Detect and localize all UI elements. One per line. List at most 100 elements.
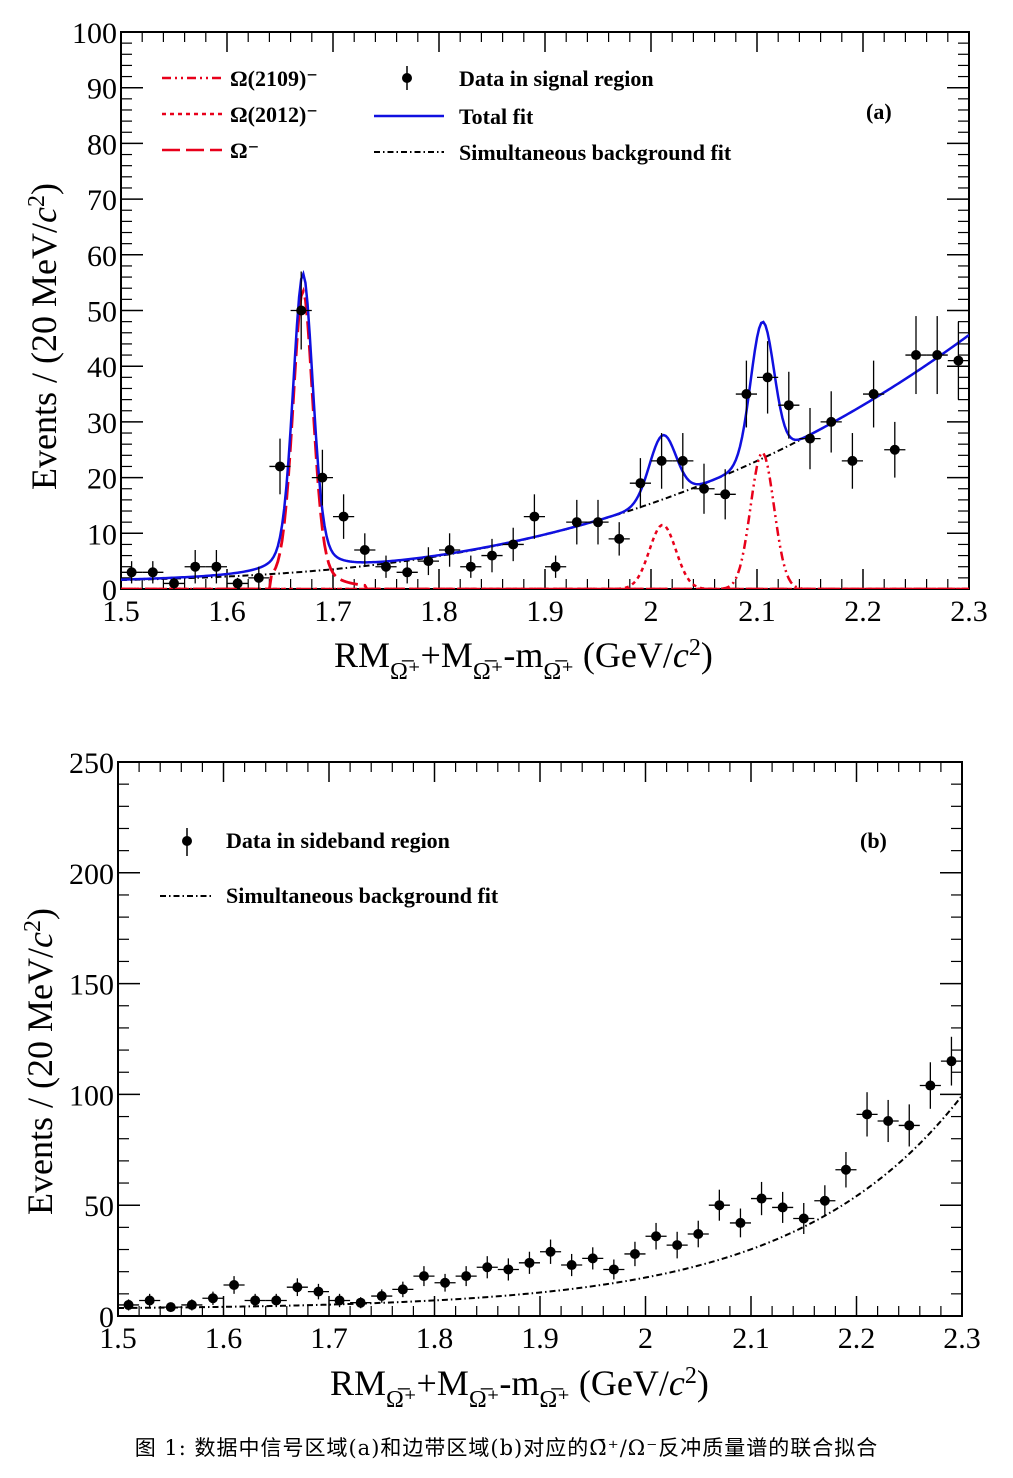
y-tick-label: 150 xyxy=(69,969,114,1002)
data-point xyxy=(877,1099,899,1143)
data-point xyxy=(455,1266,477,1287)
data-point xyxy=(184,550,206,584)
curve-background xyxy=(118,1094,962,1310)
data-point xyxy=(947,321,969,400)
data-point xyxy=(121,561,143,584)
data-point xyxy=(269,438,291,495)
data-point xyxy=(205,550,227,584)
panel-tag-b: (b) xyxy=(860,828,887,853)
data-point xyxy=(417,547,439,576)
y-tick-label: 30 xyxy=(87,407,117,440)
y-tick-label: 250 xyxy=(69,747,114,780)
data-point xyxy=(476,1256,498,1279)
data-point xyxy=(160,1302,182,1313)
y-tick-label: 0 xyxy=(99,1301,114,1334)
data-point xyxy=(181,1299,203,1311)
data-point xyxy=(566,499,588,545)
data-point xyxy=(799,407,821,470)
data-point xyxy=(905,316,927,395)
data-point xyxy=(350,1297,372,1309)
data-point xyxy=(587,499,609,545)
y-tick-label: 60 xyxy=(87,240,117,273)
data-point xyxy=(645,1222,667,1250)
data-point xyxy=(248,566,270,589)
curve-background xyxy=(121,334,969,582)
x-tick-label: 2.3 xyxy=(950,595,988,628)
data-point xyxy=(608,522,630,556)
data-point xyxy=(223,1276,245,1294)
data-point xyxy=(714,469,736,520)
data-point xyxy=(793,1202,815,1235)
y-axis-title-b: Events / (20 MeV/c2) xyxy=(20,908,60,1215)
panel-b-chart: 1.5 1.6 1.7 1.8 1.9 2 2.1 2.2 2.3 0 50 100 150 200 250… xyxy=(0,735,1013,1420)
data-point xyxy=(142,561,164,584)
x-tick-label: 1.5 xyxy=(102,595,140,628)
legend-marker-data xyxy=(182,836,192,846)
data-point xyxy=(835,1152,857,1188)
data-point xyxy=(163,577,185,589)
legend-text-omega2109: Ω(2109)⁻ xyxy=(230,66,318,91)
data-point xyxy=(651,433,673,489)
x-tick-label: 2.2 xyxy=(838,1322,876,1355)
y-tick-label: 10 xyxy=(87,518,117,551)
data-point xyxy=(375,555,397,578)
y-tick-label: 200 xyxy=(69,858,114,891)
data-point xyxy=(354,533,376,567)
y-axis-title-a: Events / (20 MeV/c2) xyxy=(24,183,64,490)
data-point xyxy=(814,1185,836,1217)
data-point xyxy=(434,1273,456,1292)
x-tick-label: 1.8 xyxy=(416,1322,454,1355)
y-tick-label: 50 xyxy=(87,296,117,329)
data-point xyxy=(820,391,842,453)
y-tick-label: 50 xyxy=(84,1190,114,1223)
data-point xyxy=(666,1231,688,1259)
data-point xyxy=(396,561,418,584)
data-point xyxy=(926,316,948,395)
y-tick-label: 20 xyxy=(87,463,117,496)
legend-text-omega: Ω⁻ xyxy=(230,138,259,163)
data-point xyxy=(898,1104,920,1147)
data-point xyxy=(540,1239,562,1264)
data-point xyxy=(545,555,567,578)
data-point xyxy=(497,1258,519,1281)
panel-a-svg: 1.5 1.6 1.7 1.8 1.9 2 2.1 2.2 2.3 0 10 20 30 40 50 60 70… xyxy=(24,17,988,685)
data-point xyxy=(751,1181,773,1216)
y-tick-label: 90 xyxy=(87,73,117,106)
data-point xyxy=(286,1278,308,1297)
data-point xyxy=(329,1293,351,1308)
curve-total-fit xyxy=(121,269,969,581)
y-tick-label: 80 xyxy=(87,128,117,161)
data-point xyxy=(919,1062,941,1109)
data-point xyxy=(863,360,885,428)
data-point xyxy=(481,538,503,573)
data-point xyxy=(502,527,524,562)
x-tick-label: 2.3 xyxy=(943,1322,981,1355)
data-point xyxy=(841,433,863,489)
data-point xyxy=(687,1220,709,1248)
data-point xyxy=(523,494,545,539)
data-point xyxy=(778,371,800,439)
data-point xyxy=(735,360,757,428)
data-point xyxy=(413,1266,435,1287)
y-tick-label: 0 xyxy=(102,574,117,607)
data-point xyxy=(729,1208,751,1238)
data-point xyxy=(884,421,906,478)
panel-tag-a: (a) xyxy=(866,99,892,124)
x-tick-label: 1.6 xyxy=(208,595,246,628)
y-tick-label: 100 xyxy=(69,1079,114,1112)
curve-omega xyxy=(121,286,969,589)
panel-b-svg: 1.5 1.6 1.7 1.8 1.9 2 2.1 2.2 2.3 0 50 100 150 200 250… xyxy=(20,747,981,1413)
y-tick-label: 70 xyxy=(87,184,117,217)
panel-a-chart: 1.5 1.6 1.7 1.8 1.9 2 2.1 2.2 2.3 0 10 20 30 40 50 60 70… xyxy=(0,0,1013,700)
data-point xyxy=(629,458,651,509)
legend-text-background: Simultaneous background fit xyxy=(459,140,732,165)
x-tick-label: 1.8 xyxy=(420,595,458,628)
y-tick-label: 40 xyxy=(87,351,117,384)
legend-text-data: Data in signal region xyxy=(459,66,654,91)
data-point xyxy=(311,449,333,506)
x-tick-label: 2.2 xyxy=(844,595,882,628)
figure-caption: 图 1: 数据中信号区域(a)和边带区域(b)对应的Ω̄⁺/Ω⁻反冲质量谱的联合… xyxy=(134,1436,879,1460)
data-point xyxy=(582,1247,604,1270)
data-point xyxy=(265,1293,287,1308)
x-tick-label: 1.7 xyxy=(314,595,352,628)
